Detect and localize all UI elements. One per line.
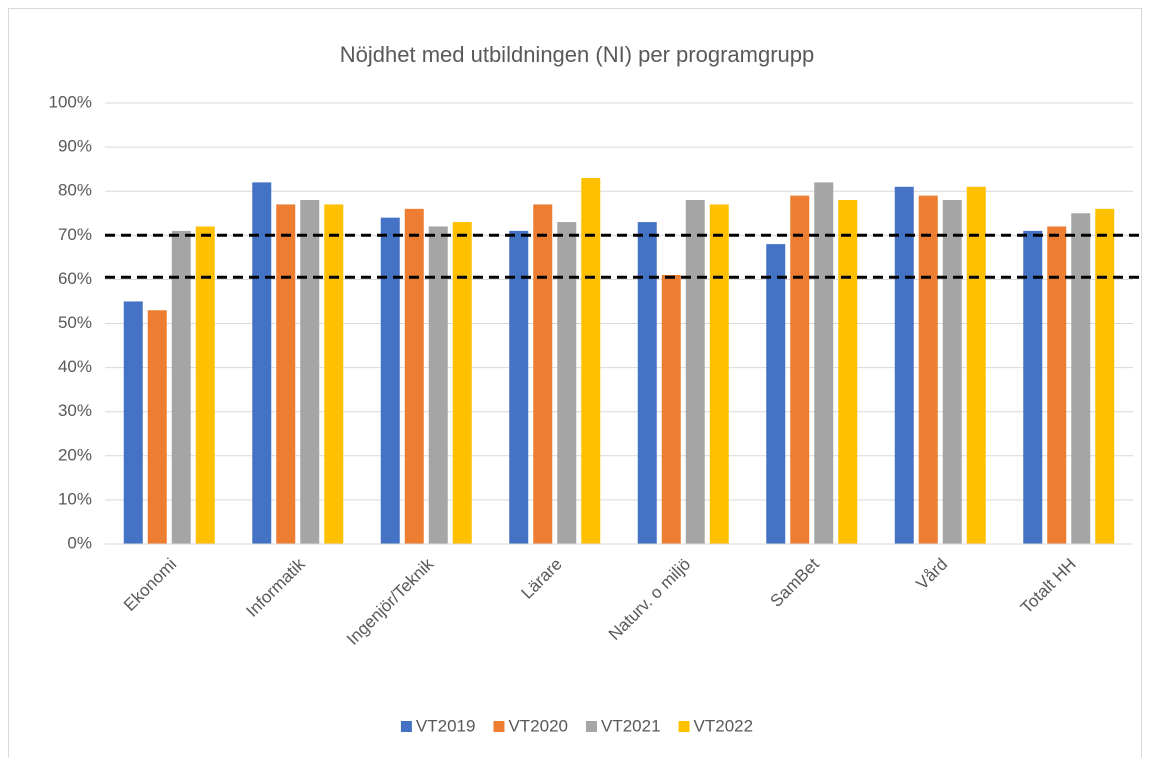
legend-swatch [678, 721, 690, 732]
bar [709, 204, 729, 544]
chart-title: Nöjdhet med utbildningen (NI) per progra… [340, 42, 814, 67]
x-tick-label: Naturv. o miljö [605, 555, 694, 644]
y-tick-label: 50% [58, 313, 92, 332]
bar [1047, 226, 1067, 545]
bar [404, 208, 424, 544]
x-tick-label: SamBet [767, 554, 823, 610]
bar [171, 230, 191, 544]
x-tick-label: Ingenjör/Teknik [343, 554, 438, 649]
bar [766, 244, 786, 544]
y-tick-label: 30% [58, 401, 92, 420]
bar [300, 200, 320, 544]
bar [509, 230, 529, 544]
bar [685, 200, 705, 544]
bar [814, 182, 834, 544]
x-tick-label: Ekonomi [120, 555, 180, 615]
y-tick-label: 90% [58, 137, 92, 156]
y-tick-label: 70% [58, 225, 92, 244]
bar [942, 200, 962, 544]
bar [918, 195, 938, 545]
bar [123, 301, 143, 544]
legend-label: VT2022 [694, 716, 754, 735]
legend-swatch [586, 721, 597, 732]
bar [252, 182, 272, 544]
bar [1071, 213, 1091, 544]
bar [966, 186, 986, 545]
bar [533, 204, 553, 544]
x-tick-label: Lärare [518, 555, 566, 603]
y-tick-label: 60% [58, 269, 92, 288]
bar [276, 204, 296, 544]
bar [894, 186, 914, 545]
bar [661, 274, 681, 544]
bar [428, 226, 448, 545]
legend-label: VT2021 [601, 716, 661, 735]
bar [581, 177, 601, 544]
bar [195, 226, 215, 545]
chart-border [8, 8, 1142, 758]
legend-swatch [400, 721, 412, 732]
x-tick-label: Vård [912, 555, 951, 594]
y-tick-label: 100% [49, 92, 92, 111]
y-tick-label: 40% [58, 357, 92, 376]
legend-label: VT2020 [508, 716, 568, 735]
bar [1023, 230, 1043, 544]
bar [1095, 208, 1115, 544]
x-tick-label: Informatik [243, 554, 310, 621]
y-tick-label: 10% [58, 489, 92, 508]
y-tick-label: 20% [58, 445, 92, 464]
y-tick-label: 80% [58, 181, 92, 200]
bar [452, 222, 472, 544]
bar [637, 222, 657, 544]
x-tick-label: Totalt HH [1017, 555, 1080, 618]
bar [380, 217, 400, 544]
bar [557, 222, 577, 544]
legend-swatch [493, 721, 505, 732]
bar [147, 310, 167, 544]
bar [838, 200, 858, 544]
y-tick-label: 0% [67, 533, 92, 552]
legend-label: VT2019 [416, 716, 476, 735]
bar [324, 204, 344, 544]
bar [790, 195, 810, 545]
